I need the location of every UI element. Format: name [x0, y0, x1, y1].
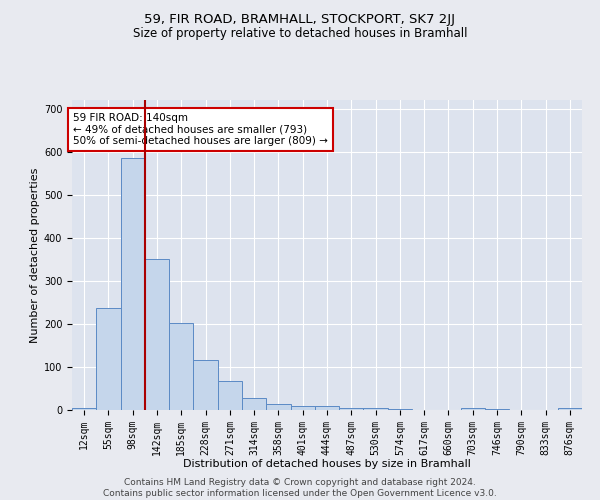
- Bar: [339, 408, 364, 410]
- Bar: [388, 408, 412, 410]
- Bar: [242, 398, 266, 410]
- Text: Contains HM Land Registry data © Crown copyright and database right 2024.
Contai: Contains HM Land Registry data © Crown c…: [103, 478, 497, 498]
- Bar: [290, 406, 315, 410]
- Bar: [96, 308, 121, 410]
- Text: 59 FIR ROAD: 140sqm
← 49% of detached houses are smaller (793)
50% of semi-detac: 59 FIR ROAD: 140sqm ← 49% of detached ho…: [73, 113, 328, 146]
- Bar: [193, 360, 218, 410]
- Y-axis label: Number of detached properties: Number of detached properties: [29, 168, 40, 342]
- X-axis label: Distribution of detached houses by size in Bramhall: Distribution of detached houses by size …: [183, 459, 471, 469]
- Bar: [218, 380, 242, 410]
- Bar: [364, 408, 388, 410]
- Bar: [72, 408, 96, 410]
- Bar: [461, 408, 485, 410]
- Bar: [558, 408, 582, 410]
- Bar: [145, 260, 169, 410]
- Bar: [169, 322, 193, 410]
- Text: 59, FIR ROAD, BRAMHALL, STOCKPORT, SK7 2JJ: 59, FIR ROAD, BRAMHALL, STOCKPORT, SK7 2…: [145, 12, 455, 26]
- Bar: [315, 406, 339, 410]
- Bar: [485, 408, 509, 410]
- Bar: [121, 158, 145, 410]
- Text: Size of property relative to detached houses in Bramhall: Size of property relative to detached ho…: [133, 28, 467, 40]
- Bar: [266, 404, 290, 410]
